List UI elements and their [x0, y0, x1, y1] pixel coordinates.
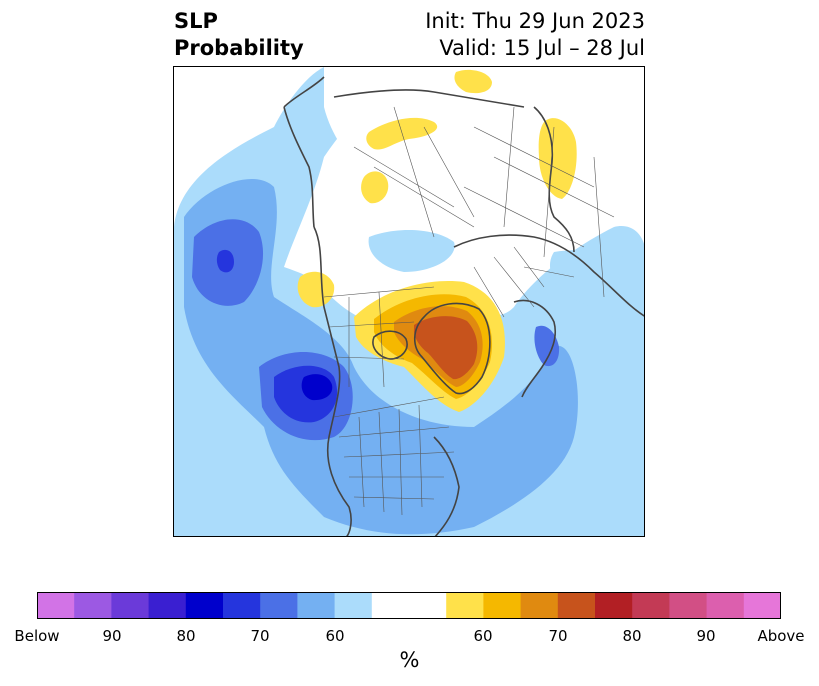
- colorbar-segment: [260, 592, 298, 619]
- contour-below-europe: [534, 325, 560, 367]
- borders: [323, 106, 615, 516]
- north-america-coast: [313, 226, 352, 536]
- neutral-region-north: [368, 230, 455, 272]
- colorbar-segment: [743, 592, 781, 619]
- tick-above-60: 60: [473, 627, 493, 645]
- eurasia-coast: [453, 234, 644, 317]
- tick-above-90: 90: [696, 627, 716, 645]
- title-variable: SLP: [174, 9, 218, 33]
- colorbar-segment: [446, 592, 484, 619]
- colorbar-segment: [557, 592, 596, 619]
- colorbar-segment: [595, 592, 633, 619]
- siberia-coast: [333, 89, 525, 108]
- colorbar-segment: [334, 592, 373, 619]
- colorbar-tick-labels: Below 90 80 70 60 60 70 80 90 Above: [0, 627, 819, 647]
- colorbar-segment: [520, 592, 559, 619]
- europe-coast: [513, 299, 557, 398]
- colorbar-segment: [74, 592, 112, 619]
- title-metric: Probability: [174, 36, 304, 60]
- us-grid: [333, 396, 455, 516]
- tick-above: Above: [757, 627, 805, 645]
- contour-above-siberia: [538, 118, 577, 199]
- canada-grid: [323, 286, 435, 388]
- polar-grid: [353, 106, 475, 238]
- colorbar-segment: [483, 592, 522, 619]
- contour-above-arctic-b: [361, 171, 389, 204]
- colorbar-segment: [409, 592, 447, 619]
- neutral-region-arctic: [324, 67, 562, 211]
- colorbar: [37, 592, 781, 619]
- colorbar-segment: [371, 592, 410, 619]
- contour-above-arctic-a: [366, 117, 438, 150]
- colorbar-segment: [297, 592, 336, 619]
- asia-grid: [463, 106, 615, 298]
- map-title-left: SLP Probability: [174, 8, 304, 62]
- arctic-islands: [372, 330, 408, 360]
- colorbar-segment: [37, 592, 75, 619]
- colorbar-segment: [148, 592, 187, 619]
- contour-above-arctic-c: [454, 69, 492, 94]
- colorbar-segment: [706, 592, 745, 619]
- tick-below-80: 80: [176, 627, 196, 645]
- valid-range: Valid: 15 Jul – 28 Jul: [439, 36, 645, 60]
- colorbar-segment: [185, 592, 224, 619]
- alaska-coast: [283, 76, 325, 228]
- contour-below-siberia: [550, 250, 644, 323]
- contour-above-70: [413, 316, 478, 380]
- above-normal-field: [297, 69, 577, 412]
- greenland-coast: [413, 302, 491, 395]
- tick-below-70: 70: [250, 627, 270, 645]
- colorbar-segment: [223, 592, 261, 619]
- tick-below-90: 90: [102, 627, 122, 645]
- contour-below-peak-b: [216, 249, 234, 273]
- tick-below-60: 60: [325, 627, 345, 645]
- colorbar-segment: [632, 592, 670, 619]
- init-date: Init: Thu 29 Jun 2023: [425, 9, 645, 33]
- contour-below-55: [184, 178, 578, 535]
- tick-below: Below: [14, 627, 60, 645]
- tick-above-80: 80: [622, 627, 642, 645]
- tick-above-70: 70: [548, 627, 568, 645]
- contour-above-nw: [297, 271, 335, 308]
- map-canvas: [174, 67, 644, 536]
- europe-grid: [473, 246, 575, 318]
- colorbar-segment: [669, 592, 708, 619]
- colorbar-outline: [37, 592, 781, 619]
- map-title-right: Init: Thu 29 Jun 2023 Valid: 15 Jul – 28…: [425, 8, 645, 62]
- colorbar-unit: %: [399, 648, 420, 672]
- colorbar-segment: [111, 592, 150, 619]
- contour-below-peak-a: [301, 374, 333, 401]
- probability-map: [173, 66, 645, 537]
- east-coast: [433, 436, 460, 536]
